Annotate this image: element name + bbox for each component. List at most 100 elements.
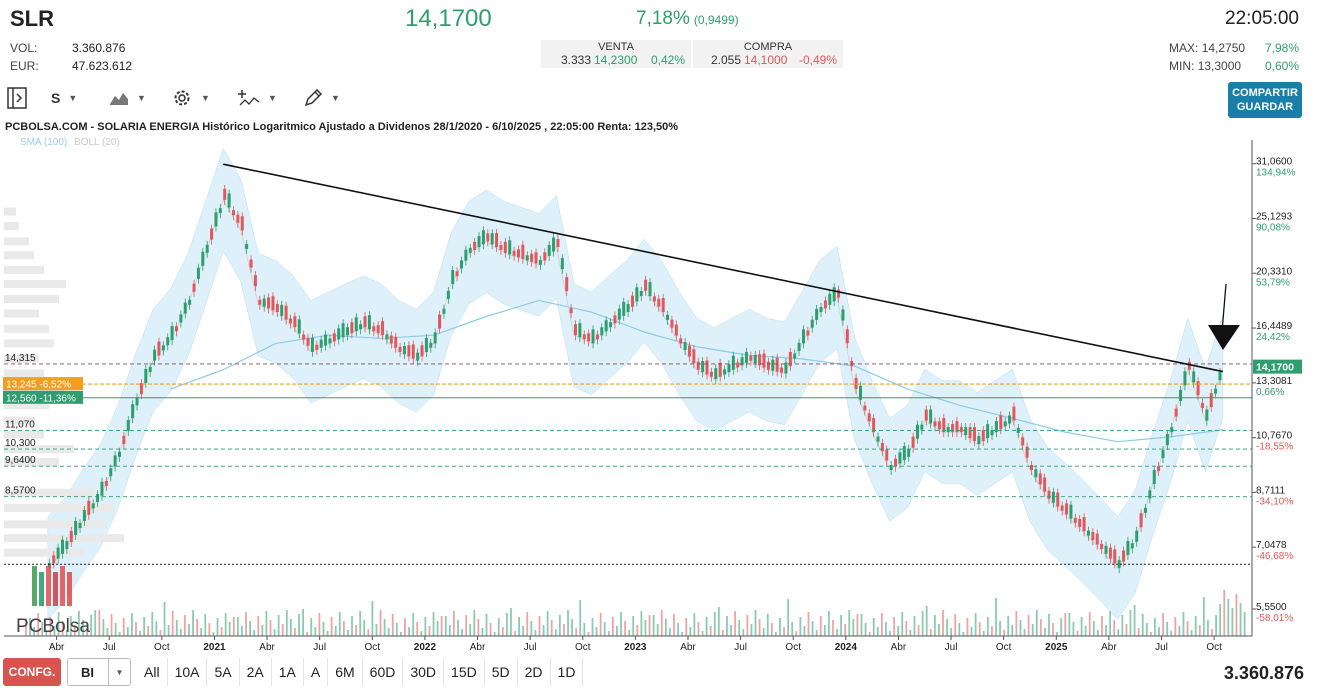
volume-bar [518, 617, 521, 636]
x-tick-label: Jul [1155, 642, 1168, 653]
settings-select[interactable]: ▼ [171, 86, 210, 110]
candle [981, 430, 985, 442]
volume-bar [893, 617, 895, 636]
volume-profile-bar [4, 251, 34, 260]
config-button[interactable]: CONFG. [3, 658, 61, 686]
volume-bar [673, 614, 675, 636]
volume-bar [461, 629, 463, 636]
indicators-select[interactable]: ▼ [238, 86, 277, 110]
range-button[interactable]: 1A [272, 658, 304, 686]
range-button[interactable]: 60D [363, 658, 404, 686]
price-chart[interactable]: 14,315 13,245 -6,52% 12,560 -11,36% 11,070 1… [0, 118, 1317, 656]
range-button[interactable]: 2D [518, 658, 551, 686]
volume-bar [999, 621, 1001, 636]
candle [236, 214, 240, 223]
chart-type-select[interactable]: ▼ [109, 86, 146, 110]
range-button[interactable]: 5D [485, 658, 518, 686]
volume-bar [885, 622, 887, 636]
volume-bar [811, 621, 814, 636]
volume-bar [644, 620, 647, 636]
draw-tools-select[interactable]: ▼ [303, 86, 340, 110]
candle [749, 355, 753, 361]
candle [354, 317, 358, 332]
volume-bar [807, 612, 810, 636]
trendline[interactable] [223, 163, 1224, 373]
volume-bar [611, 617, 614, 636]
range-button[interactable]: 6M [328, 658, 363, 686]
candle [1108, 547, 1112, 559]
candle [1143, 507, 1147, 513]
candle [867, 413, 871, 422]
x-tick-label: Abr [1101, 642, 1117, 653]
volume-bar [954, 614, 957, 636]
candle [144, 368, 148, 383]
candle [880, 443, 884, 452]
venta-box: VENTA 3.333 14,2300 0,42% [541, 40, 691, 68]
candle [872, 418, 876, 433]
volume-bar [444, 616, 447, 636]
volume-bar [391, 614, 394, 636]
volume-bar [131, 613, 133, 636]
y-tick-label: 10,7670 [1256, 431, 1293, 442]
x-tick-label: Jul [945, 642, 958, 653]
volume-bar [1056, 632, 1059, 636]
candle [723, 369, 727, 375]
legend-boll[interactable]: BOLL (20) [74, 137, 120, 148]
volume-bar [595, 627, 598, 636]
last-price-badge [1253, 359, 1302, 374]
candle [1187, 361, 1191, 370]
volume-bar [648, 615, 651, 636]
share-save-button[interactable]: COMPARTIR GUARDAR [1228, 82, 1302, 118]
volume-bar [722, 630, 724, 636]
volume-bar [962, 632, 965, 636]
panel-toggle-button[interactable] [5, 86, 29, 110]
volume-bar [1133, 605, 1136, 636]
volume-bar [917, 625, 920, 636]
volume-bar [901, 612, 904, 636]
candle [1113, 549, 1117, 564]
candle [302, 334, 306, 340]
logo-bar [39, 572, 44, 606]
candle [630, 295, 634, 307]
range-button[interactable]: 15D [444, 658, 485, 686]
volume-bar [269, 620, 272, 636]
candle [714, 368, 718, 380]
volume-bar [106, 628, 109, 636]
range-button[interactable]: 30D [403, 658, 445, 686]
range-button[interactable]: All [137, 658, 168, 686]
volume-bar [289, 619, 292, 636]
volume-bar [285, 610, 288, 636]
candle [1218, 372, 1222, 381]
volume-bar [921, 611, 924, 636]
range-button[interactable]: 10A [168, 658, 208, 686]
period-select[interactable]: S ▼ [51, 86, 77, 110]
candle [1056, 492, 1060, 507]
volume-bar [359, 611, 362, 636]
volume-bar [526, 612, 529, 636]
volume-bar [37, 613, 40, 636]
volume-bar [367, 629, 370, 636]
candle [170, 326, 174, 341]
candle [1161, 450, 1165, 459]
volume-bar [697, 622, 700, 636]
candle [297, 319, 301, 334]
candle [1157, 466, 1161, 472]
volume-bar [322, 622, 325, 636]
range-button[interactable]: 2A [240, 658, 272, 686]
volume-bar [713, 612, 716, 636]
candle [731, 355, 735, 370]
candle [915, 424, 919, 439]
range-button[interactable]: A [304, 658, 329, 686]
legend-sma[interactable]: SMA (100) [20, 137, 68, 148]
candle [1192, 371, 1196, 383]
volume-bar [1158, 627, 1160, 636]
candle [578, 323, 582, 338]
watermark-text: PCBolsa [16, 616, 90, 637]
candle [363, 316, 367, 328]
candle [1179, 389, 1183, 401]
range-button[interactable]: 5A [207, 658, 240, 686]
scale-select[interactable]: BI ▼ [67, 658, 131, 686]
range-button[interactable]: 1D [551, 658, 584, 686]
candle [1183, 371, 1187, 386]
volume-bar [241, 626, 243, 636]
